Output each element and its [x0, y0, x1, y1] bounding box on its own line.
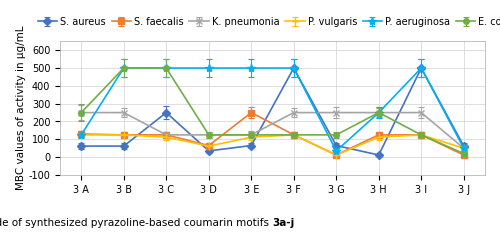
Y-axis label: MBC values of activity in µg/mL: MBC values of activity in µg/mL [16, 26, 26, 190]
Text: Sample code of synthesized pyrazoline-based coumarin motifs: Sample code of synthesized pyrazoline-ba… [0, 218, 272, 228]
Text: 3a-j: 3a-j [272, 218, 295, 228]
Legend: S. aureus, S. faecalis, K. pneumonia, P. vulgaris, P. aeruginosa, E. coli: S. aureus, S. faecalis, K. pneumonia, P.… [38, 17, 500, 27]
